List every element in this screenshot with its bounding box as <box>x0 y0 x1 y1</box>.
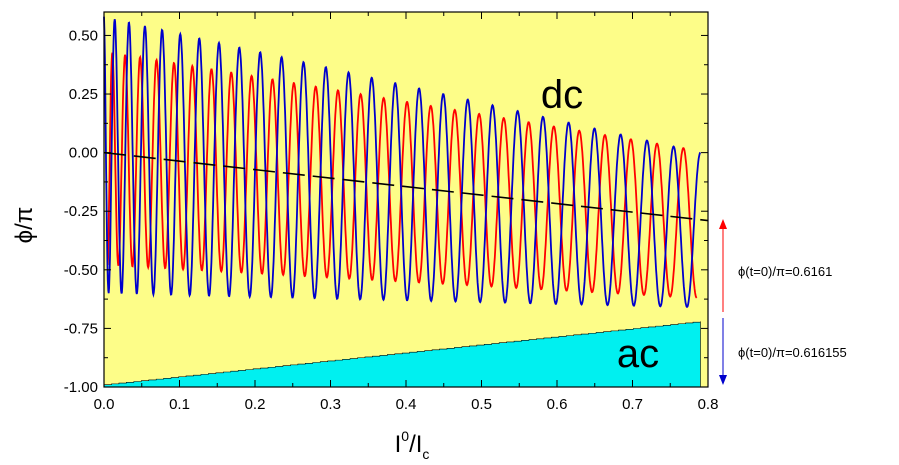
annotation-blue: ϕ(t=0)/π=0.616155 <box>719 318 847 385</box>
x-label-sub: c <box>422 446 429 462</box>
plot-area <box>103 12 708 388</box>
x-axis-label: I0/Ic <box>395 428 430 462</box>
annotation-blue-text: ϕ(t=0)/π=0.616155 <box>738 345 847 360</box>
ac-region <box>103 321 701 388</box>
series-line-1 <box>103 16 701 308</box>
y-tick-label-5: 0.25 <box>69 86 98 103</box>
x-tick-label-7: 0.7 <box>622 396 643 413</box>
y-axis-label: ϕ/π <box>11 207 38 244</box>
x-tick-label-6: 0.6 <box>547 396 568 413</box>
x-tick-label-2: 0.2 <box>245 396 266 413</box>
axes-frame: -1.00 -0.75 -0.50 -0.25 0.00 0.25 0.50 0.0 0.1 0.… <box>64 11 719 413</box>
x-tick-label-1: 0.1 <box>169 396 190 413</box>
y-tick-label-2: -0.50 <box>64 262 98 279</box>
dc-region-label: dc <box>541 73 583 117</box>
series-line-0 <box>106 52 698 299</box>
annotation-red-text: ϕ(t=0)/π=0.6161 <box>738 264 832 279</box>
up-arrowhead-icon <box>719 219 727 229</box>
y-tick-label-4: 0.00 <box>69 145 98 162</box>
x-label-sup: 0 <box>401 428 409 444</box>
x-tick-label-0: 0.0 <box>94 396 115 413</box>
x-label-main: I <box>395 431 402 458</box>
y-tick-label-0: -1.00 <box>64 379 98 396</box>
y-tick-label-6: 0.50 <box>69 27 98 44</box>
dashed-mean-line <box>103 151 709 222</box>
x-label-mid: /I <box>409 431 422 458</box>
x-tick-label-8: 0.8 <box>698 396 719 413</box>
x-tick-label-3: 0.3 <box>320 396 341 413</box>
series-layer <box>103 16 709 308</box>
ac-region-label: ac <box>617 332 659 376</box>
down-arrowhead-icon <box>719 375 727 385</box>
x-tick-label-4: 0.4 <box>396 396 417 413</box>
y-tick-label-3: -0.25 <box>64 203 98 220</box>
y-tick-label-1: -0.75 <box>64 320 98 337</box>
annotation-red: ϕ(t=0)/π=0.6161 <box>719 219 832 312</box>
x-tick-label-5: 0.5 <box>471 396 492 413</box>
